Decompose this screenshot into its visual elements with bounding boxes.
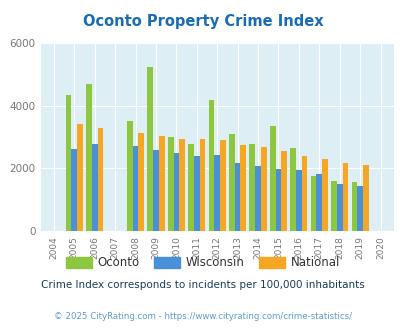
Bar (208, 100, 214, 231)
Bar (362, 165, 368, 231)
Bar (330, 182, 336, 231)
Bar (167, 137, 173, 231)
Bar (281, 151, 286, 231)
Bar (301, 156, 307, 231)
Bar (127, 121, 132, 231)
Bar (132, 146, 138, 231)
Text: © 2025 CityRating.com - https://www.cityrating.com/crime-statistics/: © 2025 CityRating.com - https://www.city… (54, 312, 351, 321)
Text: Oconto Property Crime Index: Oconto Property Crime Index (83, 14, 322, 29)
Bar (179, 139, 185, 231)
Bar (66, 95, 71, 231)
Bar (260, 147, 266, 231)
Bar (158, 136, 164, 231)
Bar (249, 144, 255, 231)
Bar (351, 182, 356, 231)
Bar (214, 154, 220, 231)
Bar (71, 148, 77, 231)
Bar (255, 166, 260, 231)
Bar (310, 176, 315, 231)
Bar (321, 159, 327, 231)
Bar (97, 128, 103, 231)
Bar (295, 170, 301, 231)
Bar (153, 150, 158, 231)
Bar (77, 124, 83, 231)
Bar (194, 156, 199, 231)
Bar (188, 144, 194, 231)
Text: Crime Index corresponds to incidents per 100,000 inhabitants: Crime Index corresponds to incidents per… (41, 280, 364, 290)
Bar (275, 169, 281, 231)
Bar (138, 133, 144, 231)
Bar (92, 144, 97, 231)
Bar (290, 148, 295, 231)
Bar (342, 163, 347, 231)
Bar (315, 174, 321, 231)
Legend: Oconto, Wisconsin, National: Oconto, Wisconsin, National (61, 252, 344, 274)
Bar (356, 186, 362, 231)
Bar (240, 146, 245, 231)
Bar (269, 126, 275, 231)
Bar (228, 134, 234, 231)
Bar (86, 84, 92, 231)
Bar (147, 67, 153, 231)
Bar (173, 153, 179, 231)
Bar (336, 184, 342, 231)
Bar (220, 140, 225, 231)
Bar (199, 139, 205, 231)
Bar (234, 163, 240, 231)
